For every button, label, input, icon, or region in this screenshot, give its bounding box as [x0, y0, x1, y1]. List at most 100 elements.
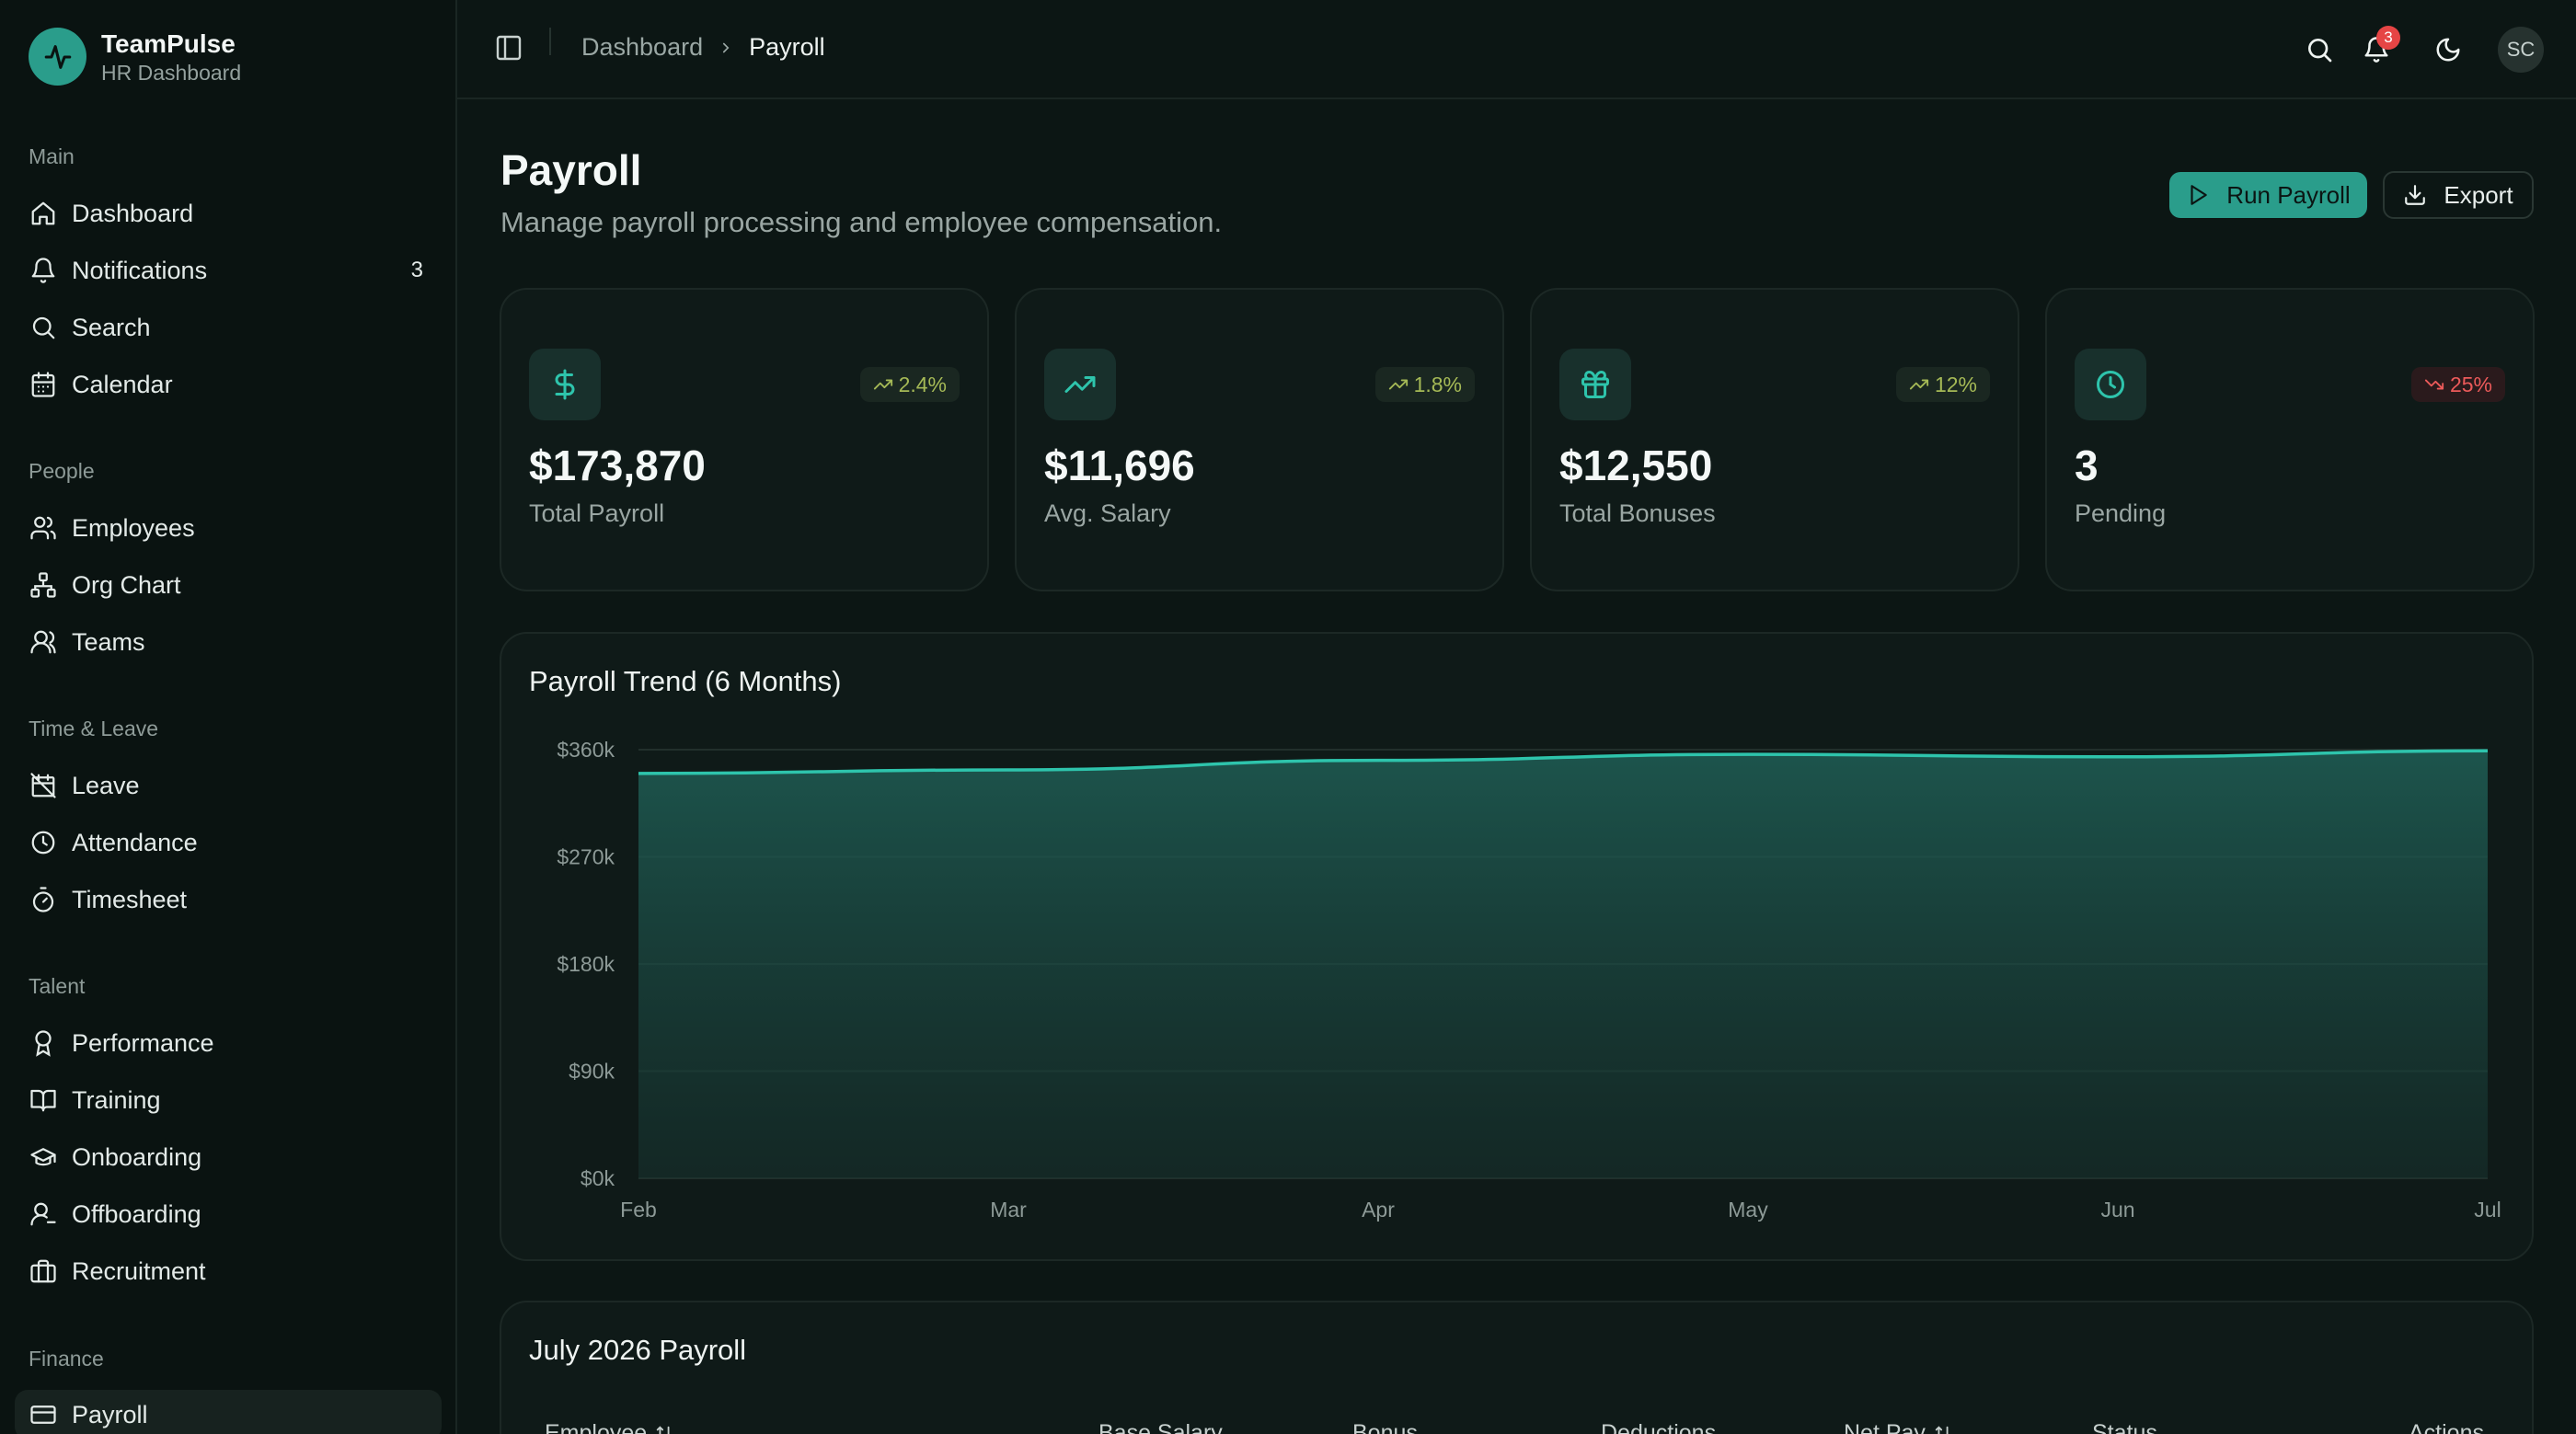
sidebar-item-dashboard[interactable]: Dashboard: [15, 189, 442, 238]
run-payroll-button[interactable]: Run Payroll: [2169, 172, 2367, 218]
download-icon: [2403, 183, 2427, 207]
trend-badge: 12%: [1895, 367, 1990, 402]
sidebar-item-org-chart[interactable]: Org Chart: [15, 560, 442, 610]
search-icon[interactable]: [2303, 33, 2336, 66]
y-tick-label: $0k: [581, 1166, 615, 1190]
stat-label: Total Bonuses: [1559, 499, 1716, 527]
trend-value: 2.4%: [898, 372, 947, 396]
payroll-trend-chart: $0k $90k $180k $270k $360k Feb Mar Apr May Jun Jul: [557, 738, 2501, 1222]
sidebar-item-training[interactable]: Training: [15, 1075, 442, 1125]
y-tick-label: $270k: [557, 845, 615, 869]
series-area: [638, 751, 2488, 1178]
divider: [549, 28, 551, 55]
table-title: July 2026 Payroll: [529, 1334, 747, 1366]
sidebar-item-label: Employees: [72, 513, 195, 542]
sidebar-item-recruitment[interactable]: Recruitment: [15, 1246, 442, 1296]
column-header-status: Status: [2092, 1420, 2157, 1434]
avatar[interactable]: SC: [2498, 27, 2544, 73]
sidebar-item-timesheet[interactable]: Timesheet: [15, 875, 442, 924]
wallet-icon: [29, 1400, 58, 1429]
trend-value: 25%: [2449, 372, 2492, 396]
org-chart-icon: [29, 570, 58, 600]
sidebar-toggle-icon[interactable]: [494, 33, 523, 63]
series-line: [638, 749, 2489, 775]
trending-up-icon: [1388, 379, 1408, 390]
column-header-base-salary: Base Salary: [1098, 1420, 1223, 1434]
x-tick-label: Jul: [2474, 1198, 2501, 1222]
book-icon: [29, 1085, 58, 1115]
sidebar-item-label: Performance: [72, 1028, 214, 1057]
chart-title: Payroll Trend (6 Months): [529, 665, 842, 697]
award-icon: [29, 1028, 58, 1058]
brand[interactable]: TeamPulse HR Dashboard: [29, 28, 241, 86]
sidebar-item-label: Notifications: [72, 256, 208, 284]
sidebar-item-label: Dashboard: [72, 199, 194, 227]
sidebar-item-onboarding[interactable]: Onboarding: [15, 1132, 442, 1182]
sidebar-item-offboarding[interactable]: Offboarding: [15, 1189, 442, 1239]
breadcrumb: Dashboard Payroll: [581, 33, 825, 62]
sidebar-item-label: Onboarding: [72, 1142, 202, 1171]
notifications-button[interactable]: 3: [2360, 26, 2400, 66]
column-header-label: Net Pay: [1844, 1420, 1926, 1434]
trending-up-icon: [873, 379, 892, 390]
page-title: Payroll: [500, 146, 642, 194]
brand-subtitle: HR Dashboard: [101, 60, 242, 85]
trending-up-icon: [1044, 349, 1116, 420]
sidebar-item-label: Attendance: [72, 828, 198, 856]
sidebar-item-performance[interactable]: Performance: [15, 1018, 442, 1068]
stat-label: Pending: [2075, 499, 2167, 527]
clock-icon: [2075, 349, 2146, 420]
column-header-label: Base Salary: [1098, 1420, 1223, 1434]
section-label-people: People: [29, 459, 95, 483]
play-icon: [2186, 183, 2210, 207]
stat-value: $12,550: [1559, 442, 1713, 489]
x-tick-label: Jun: [2100, 1198, 2134, 1222]
topbar: Dashboard Payroll 3 SC: [457, 0, 2576, 99]
stat-label: Total Payroll: [529, 499, 665, 527]
trending-up-icon: [1909, 379, 1929, 390]
stat-card-pending: 25% 3 Pending: [2045, 288, 2535, 591]
sidebar-item-search[interactable]: Search: [15, 303, 442, 352]
run-payroll-label: Run Payroll: [2226, 180, 2351, 209]
payroll-table-card: July 2026 Payroll Employee Base Salary B…: [500, 1301, 2534, 1434]
sidebar-item-label: Calendar: [72, 370, 173, 398]
dollar-icon: [529, 349, 601, 420]
moon-icon[interactable]: [2432, 33, 2465, 66]
sidebar-item-leave[interactable]: Leave: [15, 761, 442, 810]
x-tick-label: Apr: [1362, 1198, 1395, 1222]
export-button[interactable]: Export: [2383, 171, 2534, 219]
breadcrumb-dashboard[interactable]: Dashboard: [581, 33, 704, 61]
calendar-icon: [29, 370, 58, 399]
trend-badge: 2.4%: [859, 367, 960, 402]
column-header-label: Actions: [2409, 1420, 2484, 1434]
sidebar-item-attendance[interactable]: Attendance: [15, 818, 442, 867]
page-subtitle: Manage payroll processing and employee c…: [500, 206, 1223, 238]
sidebar-item-calendar[interactable]: Calendar: [15, 360, 442, 409]
activity-icon: [29, 28, 86, 86]
sort-icon: [656, 1425, 670, 1434]
sidebar-item-payroll[interactable]: Payroll: [15, 1390, 442, 1434]
user-minus-icon: [29, 1199, 58, 1229]
home-icon: [29, 199, 58, 228]
stat-value: 3: [2075, 442, 2099, 489]
sidebar-item-teams[interactable]: Teams: [15, 617, 442, 667]
y-tick-label: $360k: [557, 738, 615, 762]
user-icon: [29, 627, 58, 657]
x-tick-label: May: [1728, 1198, 1768, 1222]
sidebar-item-label: Leave: [72, 771, 140, 799]
brand-name: TeamPulse: [101, 29, 236, 58]
column-header-net-pay[interactable]: Net Pay: [1844, 1420, 1953, 1434]
sidebar-item-employees[interactable]: Employees: [15, 503, 442, 553]
chevron-right-icon: [718, 40, 734, 56]
column-header-label: Employee: [545, 1420, 648, 1434]
y-tick-label: $90k: [569, 1060, 615, 1084]
sidebar-item-notifications[interactable]: Notifications 3: [15, 246, 442, 295]
trend-badge: 25%: [2410, 367, 2505, 402]
stat-value: $173,870: [529, 442, 706, 489]
briefcase-icon: [29, 1256, 58, 1286]
section-label-finance: Finance: [29, 1347, 104, 1371]
column-header-bonus: Bonus: [1352, 1420, 1418, 1434]
column-header-employee[interactable]: Employee: [545, 1420, 674, 1434]
y-tick-label: $180k: [557, 952, 615, 976]
bell-icon: [2363, 36, 2390, 63]
